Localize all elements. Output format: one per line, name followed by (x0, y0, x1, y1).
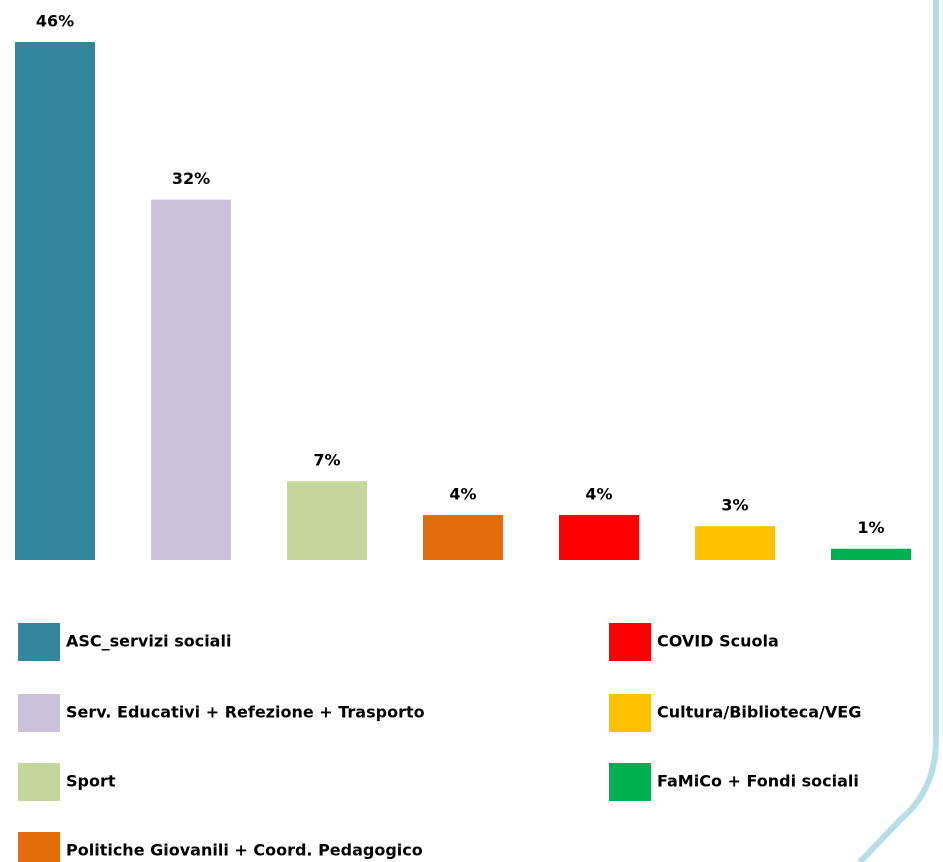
legend-swatch (609, 694, 651, 732)
legend-label: Cultura/Biblioteca/VEG (657, 703, 861, 722)
data-label: 32% (172, 169, 210, 188)
bar (423, 514, 503, 560)
legend-swatch (609, 623, 651, 661)
bar (287, 481, 367, 560)
data-label: 4% (585, 484, 612, 503)
data-label: 3% (721, 496, 748, 515)
data-label: 46% (36, 12, 74, 31)
bar (831, 548, 911, 560)
bar (151, 199, 231, 561)
bar (695, 526, 775, 560)
legend-swatch (18, 694, 60, 732)
legend-swatch (18, 763, 60, 801)
bar (15, 42, 95, 560)
data-label: 4% (449, 484, 476, 503)
legend-swatch (18, 623, 60, 661)
bar (559, 514, 639, 560)
legend-label: Serv. Educativi + Refezione + Trasporto (66, 703, 425, 722)
legend-swatch (609, 763, 651, 801)
legend-label: FaMiCo + Fondi sociali (657, 772, 859, 791)
legend-label: Sport (66, 772, 116, 791)
legend-label: COVID Scuola (657, 632, 779, 651)
legend-label: Politiche Giovanili + Coord. Pedagogico (66, 841, 423, 860)
frame-border (857, 0, 939, 862)
legend-label: ASC_servizi sociali (66, 632, 231, 651)
legend-swatch (18, 832, 60, 862)
data-label: 7% (313, 451, 340, 470)
data-label: 1% (857, 518, 884, 537)
